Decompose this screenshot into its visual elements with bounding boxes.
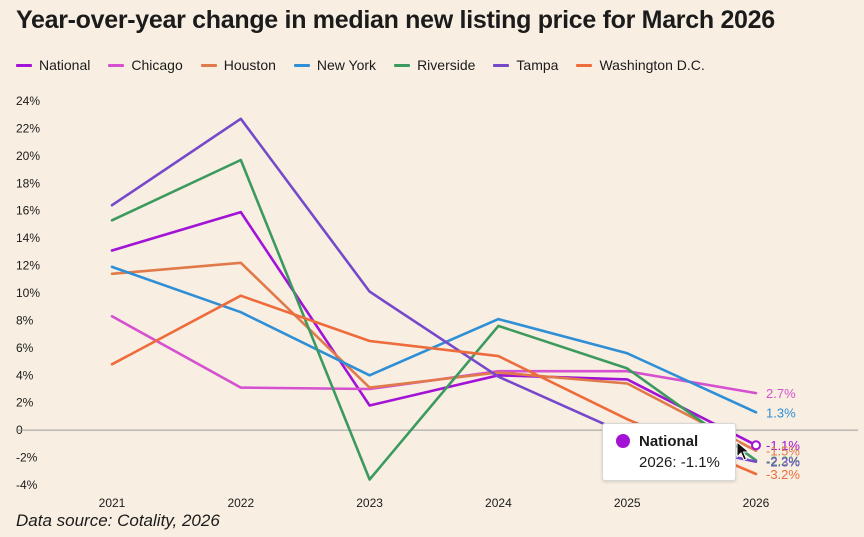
series-line-chicago[interactable] [110,314,758,395]
y-tick-label: 14% [16,231,40,245]
series-end-label: -1.1% [766,438,800,453]
chart-legend: National Chicago Houston New York Riverside T… [16,57,705,73]
x-tick-label: 2026 [743,496,770,510]
y-tick-label: 10% [16,286,40,300]
series-end-label: -1.5% [766,444,800,459]
series-line-new-york[interactable] [110,265,758,414]
y-tick-label: 12% [16,259,40,273]
series-end-label: -2.3% [766,455,800,470]
x-tick-label: 2023 [356,496,383,510]
series-line-tampa[interactable] [110,117,758,464]
y-tick-label: 20% [16,149,40,163]
series-line-national[interactable] [110,210,758,447]
legend-label: National [39,57,91,73]
legend-swatch [576,63,593,67]
x-tick-label: 2021 [99,496,126,510]
y-tick-label: 2% [16,396,34,410]
y-tick-label: 6% [16,341,34,355]
series-end-label: -3.2% [766,467,800,482]
y-tick-label: 16% [16,204,40,218]
legend-label: Tampa [516,57,559,73]
x-tick-label: 2024 [485,496,512,510]
y-tick-label: 22% [16,121,40,135]
mouse-pointer-icon [736,441,750,461]
data-source-note: Data source: Cotality, 2026 [16,511,220,530]
highlight-markers [751,440,761,451]
legend-label: Chicago [131,57,183,73]
legend-label: Riverside [417,57,476,73]
x-tick-label: 2025 [614,496,641,510]
legend-item[interactable]: Tampa [493,57,558,73]
tooltip-value: 2026: -1.1% [639,454,720,471]
legend-item[interactable]: National [16,57,90,73]
hover-tooltip: National 2026: -1.1% [602,423,736,481]
series-end-labels: -1.1% 2.7% -1.5% 1.3% -2.2%-2.3%-3.2% [766,386,800,482]
series-end-label: 1.3% [766,405,796,420]
tooltip-series-dot [616,434,630,448]
legend-swatch [16,63,32,67]
chart-title: Year-over-year change in median new list… [16,6,775,34]
y-tick-label: 18% [16,176,40,190]
legend-swatch [293,63,310,67]
highlight-point-marker[interactable] [751,440,761,451]
y-tick-label: -2% [16,451,38,465]
series-line-houston[interactable] [110,261,758,453]
y-tick-label: 4% [16,368,34,382]
legend-swatch [108,63,125,67]
legend-item[interactable]: Chicago [108,57,183,73]
series-line-riverside[interactable] [110,158,758,481]
legend-item[interactable]: New York [293,57,377,73]
legend-label: New York [316,57,377,73]
y-tick-label: -4% [16,478,38,492]
series-end-label: -2.2% [766,453,800,468]
y-tick-label: 24% [16,94,40,108]
legend-item[interactable]: Riverside [394,57,475,73]
tooltip-series-name: National [639,433,699,450]
y-tick-label: 8% [16,313,34,327]
series-end-label: 2.7% [766,386,796,401]
y-axis: 24%22%20%18%16%14%12%10%8%6%4%2%0-2%-4% [16,94,858,492]
x-axis: 2021 2022 2023 2024 2025 2026 [99,496,770,510]
x-tick-label: 2022 [227,496,254,510]
legend-swatch [394,63,411,67]
legend-item[interactable]: Houston [200,57,276,73]
legend-swatch [493,63,510,67]
legend-label: Washington D.C. [599,57,705,73]
legend-swatch [200,63,217,67]
legend-label: Houston [223,57,276,73]
legend-item[interactable]: Washington D.C. [576,57,705,73]
